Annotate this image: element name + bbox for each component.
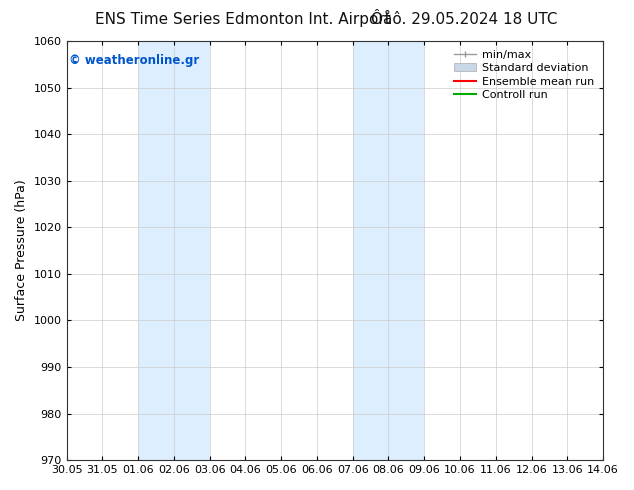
- Bar: [138, 41, 174, 460]
- Text: © weatheronline.gr: © weatheronline.gr: [69, 53, 200, 67]
- Y-axis label: Surface Pressure (hPa): Surface Pressure (hPa): [15, 180, 28, 321]
- Legend: min/max, Standard deviation, Ensemble mean run, Controll run: min/max, Standard deviation, Ensemble me…: [451, 47, 598, 103]
- Bar: [174, 41, 210, 460]
- Bar: [353, 41, 389, 460]
- Bar: [389, 41, 424, 460]
- Text: ENS Time Series Edmonton Int. Airport: ENS Time Series Edmonton Int. Airport: [95, 12, 391, 27]
- Text: Ôåô. 29.05.2024 18 UTC: Ôåô. 29.05.2024 18 UTC: [372, 12, 558, 27]
